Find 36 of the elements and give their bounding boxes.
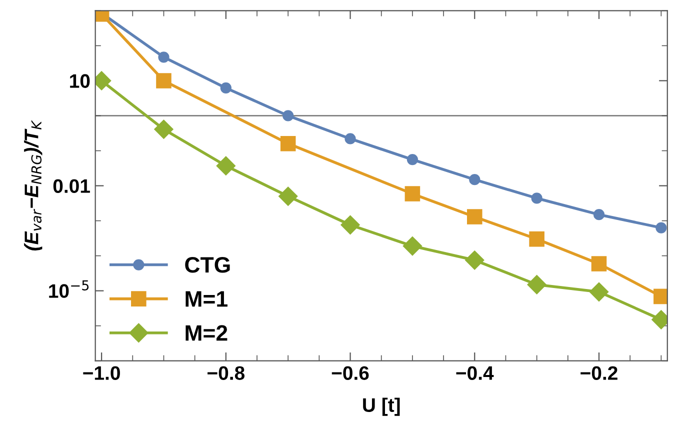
point: [216, 156, 236, 176]
x-tick-label: −0.4: [456, 366, 494, 380]
y-tick-label: 10$^{−5}$: [49, 280, 89, 298]
point: [465, 250, 484, 270]
point: [531, 192, 542, 204]
point: [402, 236, 422, 256]
point: [156, 73, 172, 88]
x-tick-label: −0.6: [332, 366, 369, 380]
point: [282, 110, 294, 122]
point: [280, 136, 296, 152]
x-tick-label: −1.0: [83, 366, 120, 380]
point: [469, 174, 480, 186]
point: [593, 209, 605, 220]
x-tick-label: −0.8: [208, 366, 245, 380]
legend-label: M=2: [186, 325, 228, 341]
point: [278, 186, 298, 206]
y-axis-title: (E$_{var}$−E$_{NRG}$)/T$_{K}$: [24, 120, 42, 250]
y-tick-label: 10: [70, 74, 90, 88]
point: [591, 256, 607, 272]
point: [589, 282, 609, 302]
point: [158, 52, 170, 63]
legend-label: CTG: [185, 257, 230, 273]
point: [404, 186, 420, 202]
point: [406, 154, 418, 166]
point: [340, 215, 360, 234]
x-axis-title: U [t]: [363, 398, 400, 416]
point: [656, 222, 667, 234]
point: [220, 82, 232, 94]
point: [529, 231, 544, 247]
point: [154, 120, 174, 139]
x-tick-label: −0.2: [580, 366, 618, 380]
legend-label: M=1: [186, 291, 228, 307]
y-tick-label: 0.01: [53, 179, 90, 193]
point: [344, 133, 356, 144]
point: [466, 209, 482, 224]
point: [527, 275, 546, 294]
